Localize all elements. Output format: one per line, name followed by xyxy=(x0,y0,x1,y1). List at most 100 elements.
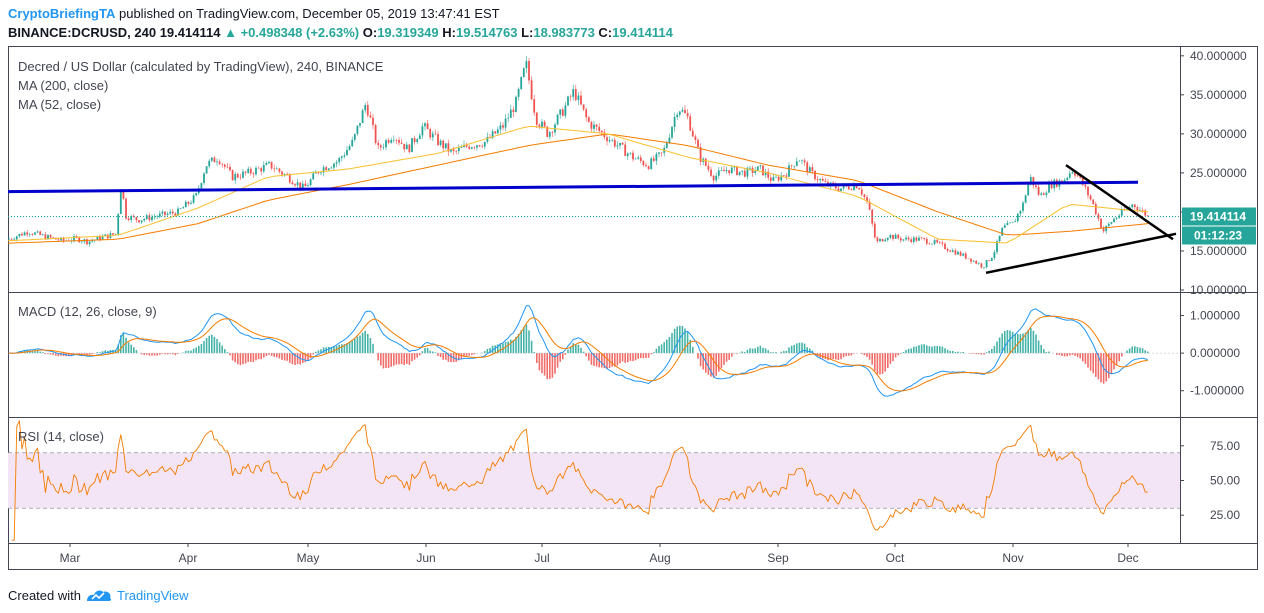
macd-histogram-bar xyxy=(83,353,86,355)
macd-histogram-bar xyxy=(650,353,652,355)
macd-histogram-bar xyxy=(619,353,621,364)
macd-histogram-bar xyxy=(247,353,249,362)
candle-body xyxy=(343,155,346,157)
macd-histogram-bar xyxy=(876,353,879,375)
macd-histogram-bar xyxy=(554,353,556,374)
rsi-legend[interactable]: RSI (14, close) xyxy=(18,429,104,444)
macd-histogram-bar xyxy=(221,345,223,354)
candle-body xyxy=(275,168,278,170)
macd-legend[interactable]: MACD (12, 26, close, 9) xyxy=(18,304,157,319)
macd-histogram-bar xyxy=(1105,353,1107,382)
macd-histogram-bar xyxy=(941,346,944,354)
macd-histogram-bar xyxy=(853,353,855,354)
candle-body xyxy=(434,133,437,135)
candle-body xyxy=(140,220,143,223)
candle-body xyxy=(936,240,939,243)
candle-body xyxy=(1035,185,1037,188)
macd-line xyxy=(8,305,1148,397)
macd-histogram-bar xyxy=(385,353,387,368)
candle-body xyxy=(340,156,343,159)
author-name[interactable]: CryptoBriefingTA xyxy=(8,6,116,21)
macd-histogram-bar xyxy=(923,344,925,354)
candle-body xyxy=(156,216,159,218)
macd-histogram-bar xyxy=(530,340,533,354)
candle-body xyxy=(928,243,931,245)
candle-body xyxy=(452,149,455,152)
macd-histogram-bar xyxy=(86,353,88,356)
macd-tick-label: 0.000000 xyxy=(1190,346,1240,360)
macd-histogram-bar xyxy=(905,349,907,354)
macd-histogram-bar xyxy=(712,353,715,378)
macd-histogram-bar xyxy=(203,341,205,354)
macd-histogram-bar xyxy=(304,353,307,363)
candle-body xyxy=(49,235,52,238)
macd-histogram-bar xyxy=(159,353,161,355)
macd-histogram-bar xyxy=(861,353,863,355)
macd-histogram-bar xyxy=(785,350,788,354)
macd-histogram-bar xyxy=(42,352,44,354)
candle-body xyxy=(166,213,169,215)
candle-body xyxy=(624,144,627,156)
candle-body xyxy=(47,235,49,240)
tradingview-logo-icon[interactable] xyxy=(85,587,113,603)
candle-body xyxy=(941,242,944,244)
macd-histogram-bar xyxy=(663,342,665,354)
symbol-label: BINANCE:DCRUSD, 240 xyxy=(8,25,157,40)
published-text: published on TradingView.com, December 0… xyxy=(115,6,500,21)
x-tick-label: Mar xyxy=(60,551,81,565)
chart-frame[interactable]: 40.00000035.00000030.00000025.00000020.0… xyxy=(8,46,1258,570)
candle-body xyxy=(465,144,468,147)
macd-histogram-bar xyxy=(614,353,616,367)
candle-body xyxy=(114,233,117,235)
macd-histogram-bar xyxy=(382,353,385,369)
price-tick-label: 25.000000 xyxy=(1190,166,1247,180)
chart-canvas[interactable]: 40.00000035.00000030.00000025.00000020.0… xyxy=(8,46,1258,570)
triangle-lower-line xyxy=(985,232,1177,275)
macd-histogram-bar xyxy=(200,343,203,354)
macd-histogram-bar xyxy=(413,353,416,360)
macd-histogram-bar xyxy=(359,335,361,354)
macd-signal-line xyxy=(9,315,1148,392)
candle-body xyxy=(598,126,601,131)
candle-body xyxy=(990,258,993,261)
macd-histogram-bar xyxy=(1095,353,1097,377)
candle-body xyxy=(210,157,213,161)
macd-histogram-bar xyxy=(1076,353,1079,358)
candle-body xyxy=(127,218,130,221)
macd-histogram-bar xyxy=(315,351,317,354)
macd-histogram-bar xyxy=(590,353,593,365)
candle-body xyxy=(1068,173,1071,178)
ma200-legend[interactable]: MA (200, close) xyxy=(18,78,109,93)
candle-body xyxy=(60,237,62,241)
macd-histogram-bar xyxy=(351,340,353,354)
drawings-layer[interactable] xyxy=(8,164,1177,275)
macd-histogram-bar xyxy=(1024,332,1027,354)
macd-histogram-bar xyxy=(437,353,439,357)
candle-body xyxy=(881,239,884,242)
macd-histogram-bar xyxy=(52,353,54,355)
candle-body xyxy=(525,61,528,69)
candle-body xyxy=(322,167,325,173)
macd-histogram-bar xyxy=(229,353,231,356)
macd-histogram-bar xyxy=(655,348,658,354)
macd-histogram-bar xyxy=(1100,353,1102,383)
macd-histogram-bar xyxy=(68,353,70,357)
macd-histogram-bar xyxy=(291,353,294,365)
candle-body xyxy=(520,76,523,89)
candle-body xyxy=(868,201,871,210)
candle-body xyxy=(876,237,879,242)
macd-histogram-bar xyxy=(759,345,762,354)
candle-body xyxy=(1131,204,1134,208)
macd-histogram-bar xyxy=(546,353,548,380)
candle-body xyxy=(730,167,733,174)
candle-body xyxy=(86,239,88,245)
macd-histogram-bar xyxy=(226,352,229,354)
macd-histogram-bar xyxy=(814,353,816,355)
x-tick-label: Oct xyxy=(886,551,905,565)
tradingview-brand[interactable]: TradingView xyxy=(116,587,189,603)
macd-histogram-bar xyxy=(354,338,356,354)
ma52-legend[interactable]: MA (52, close) xyxy=(18,97,102,112)
macd-histogram-bar xyxy=(536,353,538,364)
macd-histogram-bar xyxy=(317,350,320,354)
candle-body xyxy=(546,126,549,137)
